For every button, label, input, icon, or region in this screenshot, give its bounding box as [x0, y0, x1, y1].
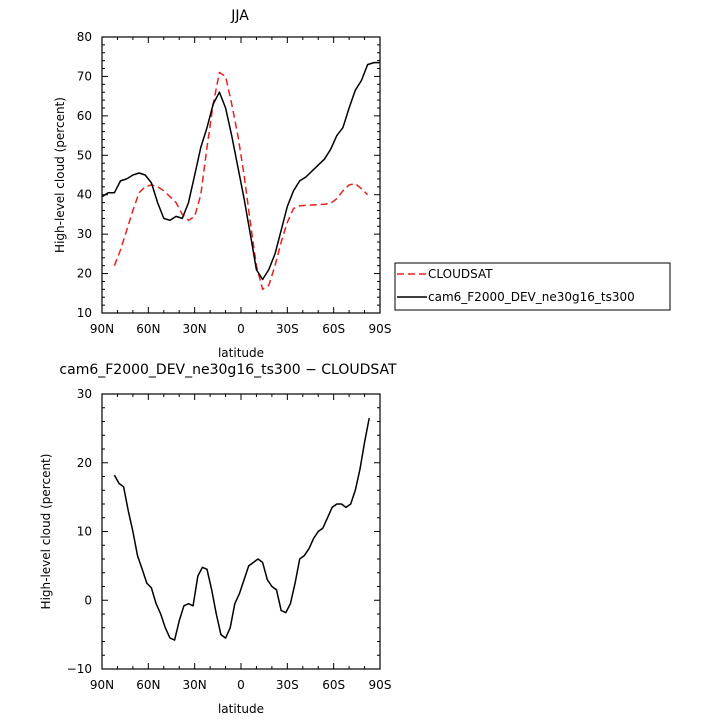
x-tick-label: 30S	[276, 322, 299, 336]
y-tick-label: 0	[84, 593, 92, 607]
x-tick-label: 60N	[136, 678, 160, 692]
x-tick-label: 30S	[276, 678, 299, 692]
x-axis-label: latitude	[218, 702, 264, 716]
x-axis-label: latitude	[218, 346, 264, 360]
y-tick-label: 80	[77, 30, 92, 44]
plot-area	[101, 36, 381, 314]
plot-frame	[101, 393, 381, 670]
x-tick-label: 90S	[369, 322, 392, 336]
chart-jja: JJA 90N 60N 30N 0 30S 60S 90S 10 20 30 40 50 60 70 80…	[53, 8, 671, 360]
y-tick-label: 10	[77, 525, 92, 539]
y-axis-label: High-level cloud (percent)	[53, 97, 67, 253]
x-tick-label: 60S	[322, 678, 345, 692]
y-axis: 10 20 30 40 50 60 70 80	[77, 30, 380, 320]
y-axis-label: High-level cloud (percent)	[39, 454, 53, 610]
y-tick-label: 50	[77, 148, 92, 162]
legend-label-cloudsat: CLOUDSAT	[428, 267, 493, 281]
x-axis: 90N 60N 30N 0 30S 60S 90S	[90, 37, 392, 336]
x-tick-label: 60S	[322, 322, 345, 336]
y-tick-label: −10	[67, 662, 92, 676]
series-line-0	[113, 71, 369, 291]
y-tick-label: 10	[77, 306, 92, 320]
y-tick-label: 40	[77, 188, 92, 202]
x-tick-label: 60N	[136, 322, 160, 336]
x-tick-label: 0	[237, 678, 245, 692]
legend-box	[394, 262, 671, 311]
x-tick-label: 30N	[183, 322, 207, 336]
legend-label-model: cam6_F2000_DEV_ne30g16_ts300	[428, 290, 635, 304]
y-tick-label: 70	[77, 69, 92, 83]
y-axis: −10 0 10 20 30	[67, 387, 380, 676]
y-tick-label: 20	[77, 456, 92, 470]
y-tick-label: 60	[77, 109, 92, 123]
legend: CLOUDSAT cam6_F2000_DEV_ne30g16_ts300	[394, 262, 671, 311]
y-tick-label: 30	[77, 227, 92, 241]
chart-difference: cam6_F2000_DEV_ne30g16_ts300 − CLOUDSAT …	[39, 362, 397, 716]
chart-title: cam6_F2000_DEV_ne30g16_ts300 − CLOUDSAT	[59, 362, 397, 378]
x-tick-label: 90N	[90, 322, 114, 336]
y-tick-label: 30	[77, 387, 92, 401]
series-line-0	[113, 417, 370, 641]
plot-area	[101, 393, 381, 670]
x-tick-label: 90N	[90, 678, 114, 692]
x-tick-label: 0	[237, 322, 245, 336]
x-tick-label: 90S	[369, 678, 392, 692]
x-tick-label: 30N	[183, 678, 207, 692]
y-tick-label: 20	[77, 267, 92, 281]
x-axis: 90N 60N 30N 0 30S 60S 90S	[90, 394, 392, 692]
chart-title: JJA	[230, 8, 249, 24]
series-line-1	[101, 61, 380, 281]
